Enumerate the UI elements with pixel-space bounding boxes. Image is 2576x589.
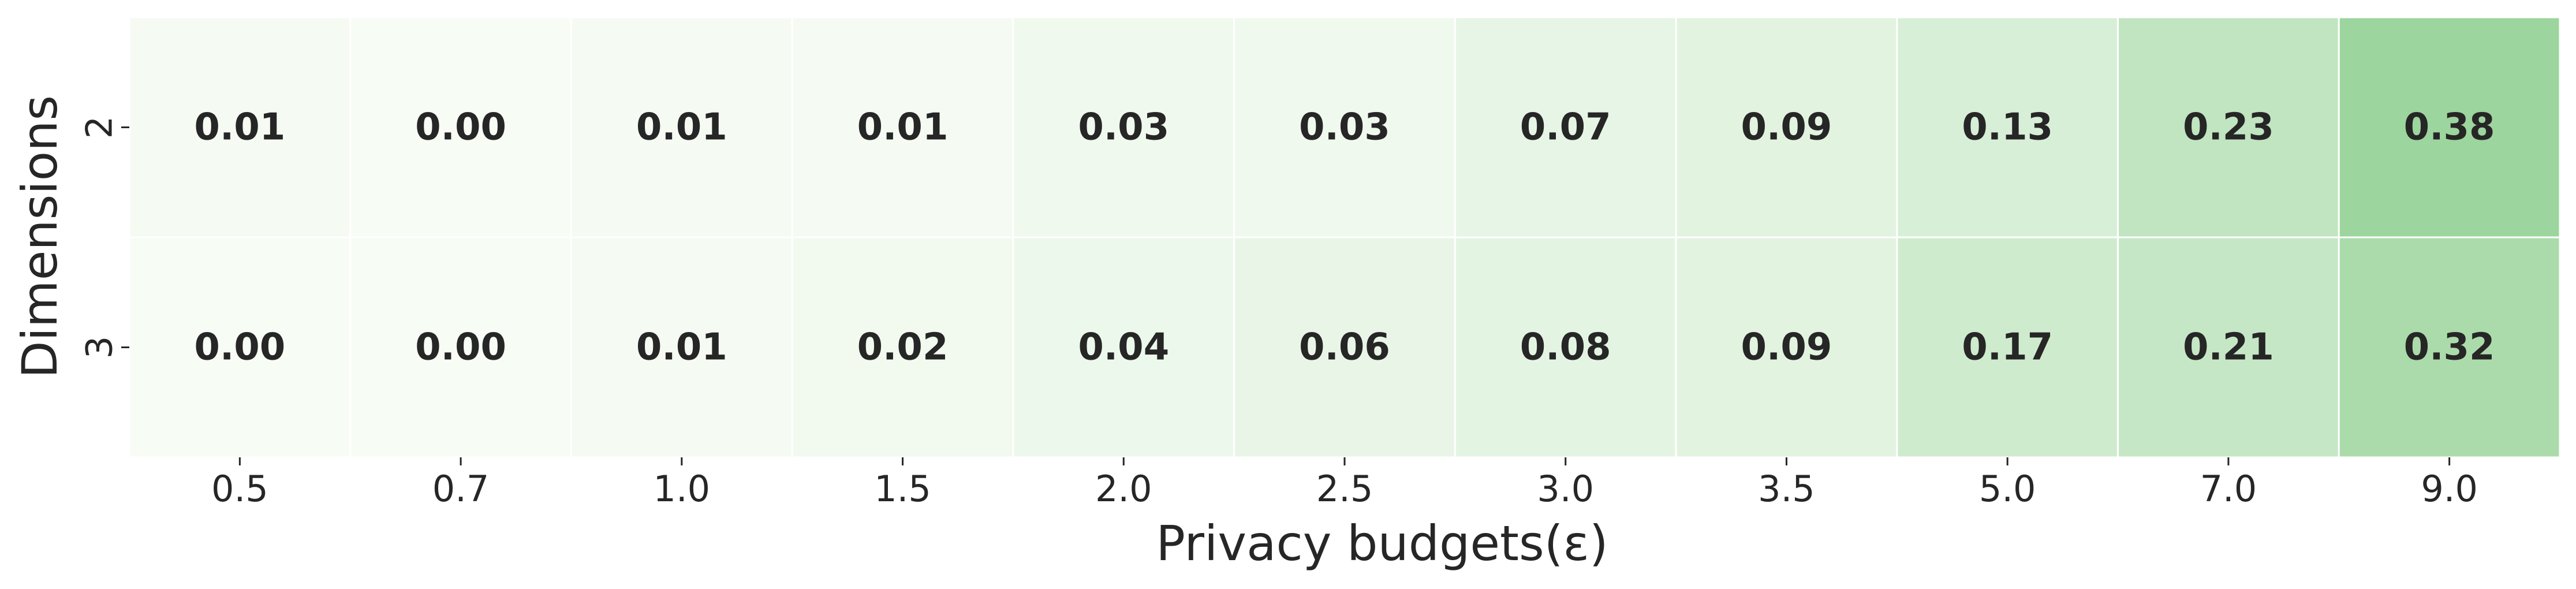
- cell-value-label: 0.02: [857, 326, 949, 369]
- y-tick-label: 2: [79, 116, 121, 139]
- x-axis-label: Privacy budgets(ε): [1156, 515, 1608, 572]
- x-tick-label: 0.5: [211, 468, 268, 510]
- heatmap-cell-labels: 0.01 0.00 0.01 0.01 0.03 0.03 0.07 0.09 0.13 0.23…: [194, 106, 2495, 369]
- cell-value-label: 0.32: [2404, 326, 2495, 369]
- heatmap-cell: [1675, 16, 1898, 238]
- x-tick-label: 7.0: [2200, 468, 2257, 510]
- heatmap-cell: [2117, 236, 2340, 458]
- heatmap-cell: [1012, 16, 1235, 238]
- cell-value-label: 0.07: [1520, 106, 1611, 149]
- x-tick-label: 3.0: [1537, 468, 1594, 510]
- cell-value-label: 0.09: [1741, 326, 1832, 369]
- cell-value-label: 0.04: [1078, 326, 1169, 369]
- heatmap-cell: [349, 236, 572, 458]
- y-tick-label: 3: [79, 336, 121, 359]
- x-tick-label: 5.0: [1979, 468, 2036, 510]
- cell-value-label: 0.06: [1299, 326, 1390, 369]
- x-tick-label: 9.0: [2421, 468, 2478, 510]
- cell-value-label: 0.01: [636, 106, 727, 149]
- heatmap-cell: [1896, 236, 2119, 458]
- cell-value-label: 0.23: [2183, 106, 2274, 149]
- heatmap-cell: [1012, 236, 1235, 458]
- heatmap-cell: [1233, 16, 1456, 238]
- x-tick-label: 1.5: [874, 468, 931, 510]
- cell-value-label: 0.00: [194, 326, 285, 369]
- cell-value-label: 0.13: [1962, 106, 2053, 149]
- cell-value-label: 0.00: [415, 106, 506, 149]
- heatmap-cell: [128, 16, 352, 238]
- cell-value-label: 0.03: [1299, 106, 1390, 149]
- cell-value-label: 0.01: [636, 326, 727, 369]
- x-tick-label: 3.5: [1758, 468, 1815, 510]
- heatmap-cells: [128, 16, 2561, 458]
- heatmap-cell: [570, 236, 793, 458]
- y-axis-ticks: 23: [79, 116, 129, 359]
- cell-value-label: 0.03: [1078, 106, 1169, 149]
- x-tick-label: 2.0: [1095, 468, 1152, 510]
- x-tick-label: 2.5: [1316, 468, 1373, 510]
- cell-value-label: 0.00: [415, 326, 506, 369]
- cell-value-label: 0.17: [1962, 326, 2053, 369]
- y-axis-label: Dimensions: [12, 95, 68, 378]
- x-axis-ticks: 0.5 0.7 1.0 1.5 2.0 2.5 3.0 3.5 5.0 7.0 9.0: [211, 457, 2478, 510]
- cell-value-label: 0.21: [2183, 326, 2274, 369]
- cell-value-label: 0.38: [2404, 106, 2495, 149]
- heatmap-cell: [1233, 236, 1456, 458]
- cell-value-label: 0.08: [1520, 326, 1611, 369]
- x-tick-label: 0.7: [432, 468, 490, 510]
- heatmap-cell: [2338, 16, 2561, 238]
- x-tick-label: 1.0: [654, 468, 711, 510]
- cell-value-label: 0.01: [857, 106, 949, 149]
- heatmap-cell: [128, 236, 352, 458]
- heatmap-cell: [2338, 236, 2561, 458]
- cell-value-label: 0.09: [1741, 106, 1832, 149]
- cell-value-label: 0.01: [194, 106, 285, 149]
- heatmap-cell: [349, 16, 572, 238]
- heatmap-cell: [570, 16, 793, 238]
- heatmap-cell: [791, 16, 1014, 238]
- heatmap-cell: [2117, 16, 2340, 238]
- heatmap-cell: [791, 236, 1014, 458]
- heatmap-cell: [1675, 236, 1898, 458]
- heatmap-cell: [1454, 236, 1677, 458]
